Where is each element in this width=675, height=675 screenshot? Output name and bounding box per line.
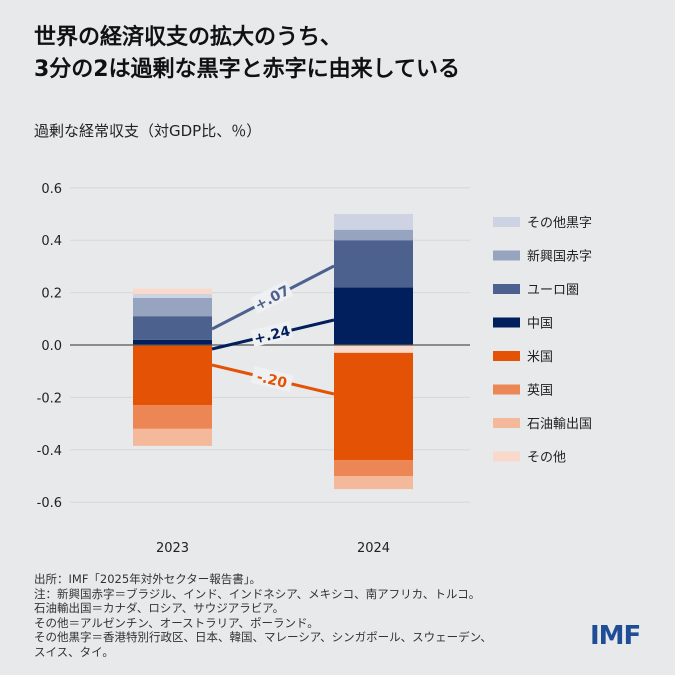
bar-segment bbox=[334, 214, 413, 230]
legend-label: 米国 bbox=[527, 350, 553, 365]
y-axis-label: 過剰な経常収支（対GDP比、％） bbox=[34, 122, 262, 140]
bar-segment bbox=[133, 428, 212, 446]
note-line: 注：新興国赤字＝ブラジル、インド、インドネシア、メキシコ、南アフリカ、トルコ。 bbox=[34, 586, 481, 601]
y-tick-label: 0.2 bbox=[41, 287, 62, 302]
bar-segment bbox=[334, 240, 413, 288]
bar-segment bbox=[133, 288, 212, 294]
legend-label: その他 bbox=[527, 451, 566, 466]
legend-swatch bbox=[493, 384, 520, 395]
title-line-2: 3分の2は過剰な黒字と赤字に由来している bbox=[34, 57, 460, 82]
change-annotation: -.20 bbox=[255, 369, 289, 392]
bar-segment bbox=[133, 339, 212, 345]
y-tick-label: 0.0 bbox=[41, 339, 62, 354]
legend-swatch bbox=[493, 351, 520, 361]
bar-segment bbox=[334, 229, 413, 241]
legend-swatch bbox=[493, 317, 520, 328]
x-tick-label: 2023 bbox=[156, 541, 189, 556]
legend-swatch bbox=[493, 250, 520, 261]
footnotes: 出所：IMF「2025年対外セクター報告書」。 注：新興国赤字＝ブラジル、インド… bbox=[34, 572, 492, 659]
bar-segment bbox=[334, 345, 413, 353]
change-annotation: +.24 bbox=[253, 323, 292, 347]
bar-segment bbox=[133, 293, 212, 298]
bar-segment bbox=[133, 297, 212, 317]
bar-segment bbox=[334, 352, 413, 461]
chart-title: 世界の経済収支の拡大のうち、 3分の2は過剰な黒字と赤字に由来している bbox=[34, 22, 460, 86]
legend-label: ユーロ圏 bbox=[527, 283, 579, 298]
note-line: 出所：IMF「2025年対外セクター報告書」。 bbox=[34, 572, 261, 586]
legend-swatch bbox=[493, 217, 520, 227]
imf-logo: IMF bbox=[590, 621, 641, 651]
annotation-background bbox=[250, 366, 294, 392]
note-line: その他黒字＝香港特別行政区、日本、韓国、マレーシア、シンガポール、スウェーデン、 bbox=[34, 630, 492, 644]
legend-label: 英国 bbox=[527, 384, 553, 399]
legend-swatch bbox=[493, 418, 520, 428]
bar-segment bbox=[133, 316, 212, 340]
title-line-1: 世界の経済収支の拡大のうち、 bbox=[34, 25, 343, 50]
bar-segment bbox=[334, 460, 413, 476]
y-tick-label: 0.4 bbox=[41, 234, 62, 249]
annotation-background bbox=[250, 321, 294, 347]
bar-segment bbox=[133, 405, 212, 429]
legend-swatch bbox=[493, 451, 520, 462]
bar-segment bbox=[133, 345, 212, 406]
legend-label: 石油輸出国 bbox=[527, 417, 592, 432]
note-line: その他＝アルゼンチン、オーストラリア、ポーランド。 bbox=[34, 615, 319, 630]
bar-segment bbox=[334, 287, 413, 345]
legend-label: 新興国赤字 bbox=[527, 249, 592, 265]
legend-label: 中国 bbox=[527, 317, 553, 332]
legend-swatch bbox=[493, 284, 520, 294]
bar-segment bbox=[334, 476, 413, 490]
y-tick-label: -0.6 bbox=[37, 496, 62, 511]
y-tick-label: -0.4 bbox=[37, 444, 62, 459]
legend-label: その他黒字 bbox=[527, 216, 592, 231]
note-line: 石油輸出国＝カナダ、ロシア、サウジアラビア。 bbox=[34, 601, 285, 615]
x-tick-label: 2024 bbox=[357, 541, 390, 556]
y-tick-label: -0.2 bbox=[37, 391, 62, 406]
annotation-background bbox=[250, 280, 294, 314]
y-tick-label: 0.6 bbox=[41, 182, 62, 197]
note-line: スイス、タイ。 bbox=[34, 644, 114, 659]
